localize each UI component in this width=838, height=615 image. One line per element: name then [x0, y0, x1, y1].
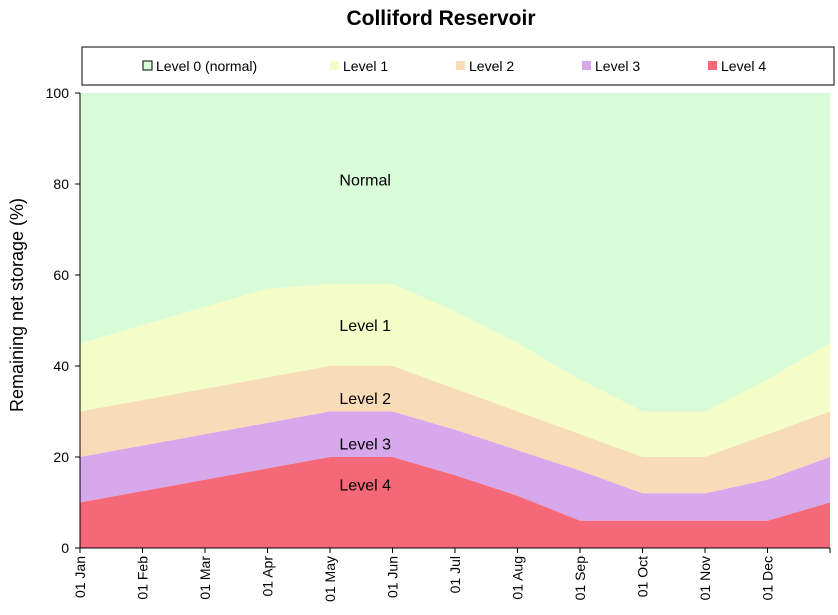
- legend: Level 0 (normal) Level 1 Level 2 Level 3 Lev…: [81, 46, 835, 86]
- y-tick-label: 100: [46, 85, 70, 101]
- x-tick-label: 01 Apr: [260, 556, 276, 597]
- x-tick-label: 01 Mar: [197, 556, 213, 600]
- x-tick-label: 01 Aug: [510, 556, 526, 600]
- legend-swatch: [142, 60, 153, 71]
- y-tick-label: 60: [53, 267, 69, 283]
- area-level-3: [80, 411, 830, 521]
- band-label-level-2: Level 2: [339, 391, 391, 408]
- band-label-level-1: Level 1: [339, 318, 391, 335]
- legend-label: Level 4: [721, 58, 766, 74]
- area-level-1: [80, 284, 830, 457]
- band-label-level-4: Level 4: [339, 477, 391, 494]
- legend-swatch: [708, 61, 717, 70]
- y-tick-label: 40: [53, 358, 69, 374]
- legend-label: Level 3: [595, 58, 640, 74]
- area-level-0-normal: [80, 93, 830, 412]
- y-tick-label: 20: [53, 449, 69, 465]
- x-tick-label: 01 Nov: [697, 556, 713, 600]
- area-level-4: [80, 457, 830, 548]
- y-tick-label: 0: [61, 540, 69, 556]
- legend-swatch: [582, 61, 591, 70]
- x-tick-label: 01 Feb: [135, 556, 151, 600]
- x-tick-label: 01 Jun: [385, 556, 401, 598]
- y-axis-label: Remaining net storage (%): [7, 198, 27, 412]
- legend-swatch: [330, 61, 339, 70]
- plot-area: Normal Level 1 Level 2 Level 3 Level 4 0 20 40…: [46, 85, 831, 602]
- legend-swatch: [456, 61, 465, 70]
- legend-label: Level 0 (normal): [156, 58, 257, 74]
- x-tick-label: 01 Sep: [572, 556, 588, 601]
- band-label-normal: Normal: [339, 172, 391, 189]
- x-tick-label: 01 Jan: [72, 556, 88, 598]
- chart-title: Colliford Reservoir: [346, 7, 535, 30]
- legend-label: Level 1: [343, 58, 388, 74]
- x-tick-label: 01 Jul: [447, 556, 463, 593]
- x-tick-label: 01 Oct: [635, 556, 651, 597]
- x-tick-label: 01 May: [322, 556, 338, 602]
- y-tick-label: 80: [53, 176, 69, 192]
- band-label-level-3: Level 3: [339, 436, 391, 453]
- legend-label: Level 2: [469, 58, 514, 74]
- x-tick-label: 01 Dec: [760, 556, 776, 600]
